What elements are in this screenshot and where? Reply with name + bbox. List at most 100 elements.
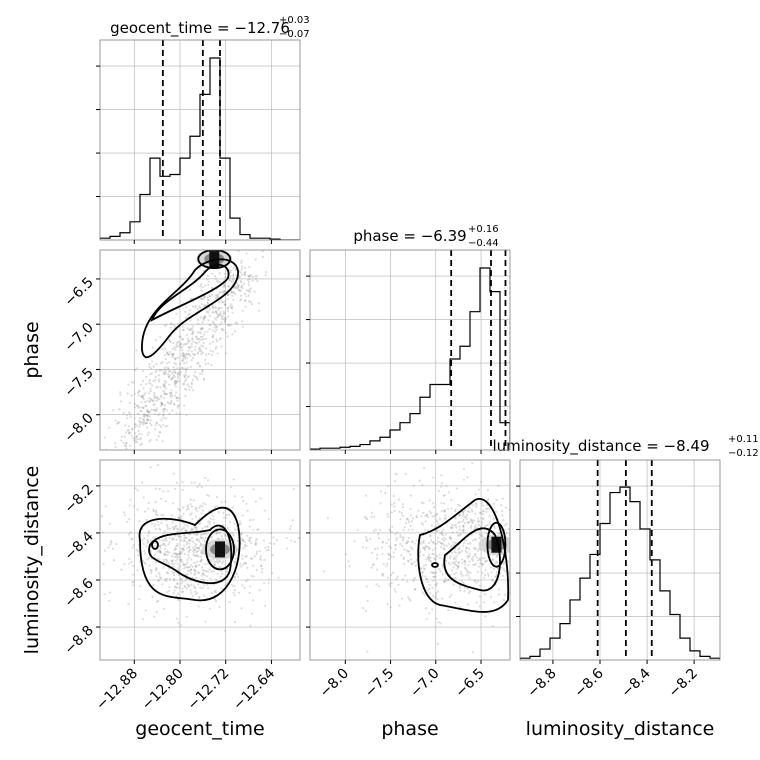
scatter-point	[177, 507, 180, 511]
scatter-point	[464, 515, 467, 519]
scatter-point	[190, 512, 193, 515]
scatter-point	[226, 307, 229, 310]
scatter-point	[168, 383, 171, 386]
scatter-point	[142, 415, 145, 418]
scatter-point	[137, 412, 140, 415]
scatter-point	[174, 525, 177, 529]
scatter-point	[222, 310, 225, 313]
scatter-point	[198, 547, 201, 550]
scatter-point	[194, 375, 197, 378]
scatter-point	[163, 552, 166, 555]
scatter-point	[183, 354, 186, 357]
scatter-point	[212, 335, 215, 338]
scatter-point	[245, 252, 248, 255]
scatter-point	[189, 347, 192, 350]
scatter-point	[410, 562, 413, 565]
scatter-point	[409, 546, 413, 549]
scatter-point	[164, 369, 167, 372]
scatter-point	[203, 525, 206, 529]
x-tick-label: −8.6	[571, 665, 606, 700]
scatter-point	[176, 380, 179, 383]
scatter-point	[504, 506, 507, 509]
scatter-point	[165, 409, 169, 412]
scatter-point	[458, 504, 461, 507]
scatter-point	[124, 424, 127, 427]
scatter-point	[435, 542, 438, 545]
scatter-point	[413, 588, 417, 591]
scatter-point	[191, 378, 194, 382]
scatter-point	[169, 527, 172, 530]
x-tick-label: −8.0	[317, 666, 352, 701]
scatter-point	[444, 517, 447, 520]
scatter-point	[223, 312, 226, 315]
scatter-point	[167, 367, 170, 370]
scatter-point	[457, 562, 460, 565]
scatter-point	[409, 494, 412, 497]
scatter-point	[221, 537, 224, 540]
scatter-point	[147, 418, 150, 421]
scatter-point	[153, 615, 156, 618]
scatter-point	[224, 303, 227, 307]
scatter-point	[172, 370, 175, 373]
scatter-point	[492, 558, 495, 562]
scatter-point	[179, 367, 182, 370]
scatter-point	[188, 346, 191, 349]
scatter-point	[407, 596, 410, 599]
scatter-point	[176, 396, 179, 399]
scatter-point	[157, 579, 160, 583]
scatter-point	[174, 357, 177, 360]
scatter-point	[462, 528, 465, 531]
scatter-point	[560, 502, 562, 504]
scatter-point	[176, 481, 179, 484]
scatter-point	[178, 509, 181, 512]
scatter-point	[239, 562, 242, 565]
scatter-point	[199, 283, 203, 286]
scatter-point	[437, 567, 440, 571]
scatter-point	[114, 442, 117, 445]
scatter-point	[526, 559, 528, 561]
scatter-point	[199, 285, 202, 288]
scatter-point	[513, 555, 515, 557]
scatter-point	[197, 538, 200, 542]
scatter-point	[159, 368, 162, 371]
scatter-point	[162, 607, 165, 610]
scatter-point	[212, 518, 215, 521]
scatter-point	[424, 520, 427, 523]
scatter-point	[461, 510, 464, 513]
scatter-point	[185, 529, 188, 532]
scatter-point	[146, 421, 149, 424]
scatter-point	[176, 381, 179, 384]
scatter-point	[405, 542, 408, 545]
scatter-point	[183, 387, 186, 390]
scatter-point	[227, 285, 230, 288]
scatter-point	[193, 545, 196, 549]
scatter-point	[187, 554, 190, 557]
scatter-point	[376, 547, 379, 550]
scatter-point	[258, 589, 261, 592]
scatter-point	[196, 546, 199, 549]
scatter-point	[226, 335, 229, 338]
scatter-point	[166, 553, 169, 556]
scatter-point	[557, 556, 559, 558]
scatter-point	[179, 346, 183, 349]
scatter-point	[474, 554, 477, 557]
scatter-point	[133, 505, 136, 508]
scatter-point	[248, 539, 252, 542]
scatter-point	[419, 550, 422, 554]
scatter-point	[222, 329, 225, 332]
scatter-point	[169, 394, 172, 397]
scatter-point	[151, 384, 154, 387]
scatter-point	[222, 292, 225, 295]
scatter-point	[530, 547, 532, 549]
scatter-point	[164, 553, 167, 556]
scatter-point	[222, 312, 225, 315]
scatter-point	[397, 498, 400, 501]
scatter-point	[175, 538, 178, 541]
scatter-point	[467, 603, 470, 606]
scatter-point	[201, 587, 204, 590]
scatter-point	[457, 513, 461, 517]
scatter-point	[163, 407, 166, 410]
scatter-point	[215, 532, 218, 535]
scatter-point	[525, 556, 527, 558]
scatter-point	[147, 392, 151, 395]
